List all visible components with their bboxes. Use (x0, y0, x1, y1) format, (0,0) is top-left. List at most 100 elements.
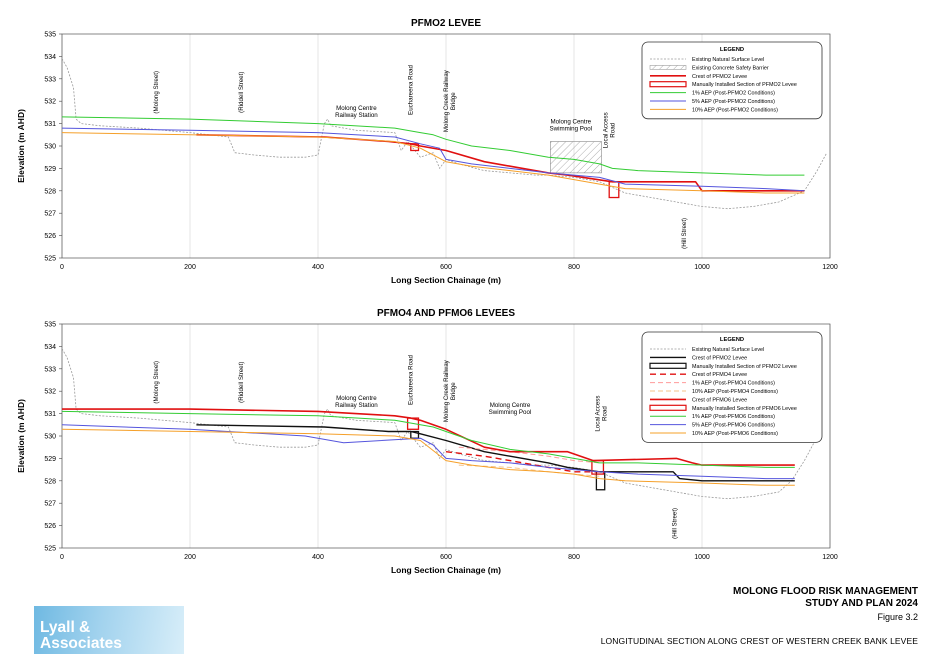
y-tick-label: 534 (44, 54, 56, 61)
report-title-line1: MOLONG FLOOD RISK MANAGEMENT (733, 586, 918, 597)
annotation-line: Molong Centre (490, 402, 531, 409)
legend-label: Manually Installed Section of PFMO2 Leve… (692, 364, 797, 370)
logo-text-line2: Associates (40, 635, 122, 652)
annotation-label: Local AccessRoad (602, 112, 616, 148)
y-tick-label: 528 (44, 478, 56, 485)
plot-frame (61, 33, 831, 259)
x-tick-label: 0 (60, 554, 64, 561)
series-existing-concrete-safety-barrier (550, 141, 602, 174)
legend-label: 10% AEP (Post-PFMO2 Conditions) (692, 107, 778, 113)
series-manually-installed-section-of-pfmo6-levee (591, 459, 605, 475)
annotation-label: Local AccessRoad (595, 396, 609, 432)
legend-label: Crest of PFMO6 Levee (692, 397, 747, 403)
y-tick-label: 531 (44, 121, 56, 128)
legend-label: 1% AEP (Post-PFMO6 Conditions) (692, 414, 775, 420)
annotation-label: Euchareena Road (408, 65, 415, 115)
x-tick-label: 600 (440, 264, 452, 271)
x-tick-label: 0 (60, 264, 64, 271)
y-tick-label: 533 (44, 76, 56, 83)
x-tick-label: 1000 (694, 554, 710, 561)
series-manually-installed-section-of-pfmo6-levee (406, 417, 420, 430)
report-title-block: MOLONG FLOOD RISK MANAGEMENT STUDY AND P… (733, 586, 918, 622)
x-tick-label: 400 (312, 554, 324, 561)
series-manually-installed-section-of-pfmo2-levee (608, 181, 620, 199)
annotation-line: Road (609, 122, 616, 137)
annotation-label: (Molong Street) (153, 361, 160, 404)
annotation-line: Molong Creek Railway (443, 359, 450, 422)
annotation-label: Molong Creek RailwayBridge (443, 359, 457, 422)
series-5-aep-post-pfmo6-conditions (61, 424, 795, 480)
y-tick-label: 530 (44, 144, 56, 151)
legend-label: Manually Installed Section of PFMO2 Leve… (692, 82, 797, 88)
annotation-label: Molong Centre Swimming Pool (549, 119, 592, 133)
figure-number: Figure 3.2 (877, 612, 918, 622)
y-tick-label: 535 (44, 32, 56, 39)
legend-label: 10% AEP (Post-PFMO4 Conditions) (692, 389, 778, 395)
y-tick-label: 533 (44, 366, 56, 373)
x-tick-label: 800 (568, 554, 580, 561)
annotation-line: Swimming Pool (489, 409, 532, 416)
legend-label: Existing Concrete Safety Barrier (692, 65, 769, 71)
series-1-aep-post-pfmo2-conditions (61, 116, 805, 176)
chart-title: PFMO2 LEVEE (411, 18, 481, 29)
x-tick-label: 1000 (694, 264, 710, 271)
y-tick-label: 534 (44, 344, 56, 351)
logo-text-line1: Lyall & (40, 619, 91, 636)
y-tick-label: 526 (44, 523, 56, 530)
annotation-line: Swimming Pool (549, 126, 592, 133)
legend-swatch (649, 362, 687, 369)
annotation-line: Molong Centre (336, 105, 377, 112)
annotation-line: Bridge (450, 92, 457, 110)
y-tick-label: 531 (44, 411, 56, 418)
legend-swatch (649, 404, 687, 411)
series-existing-natural-surface-level (61, 348, 815, 500)
x-axis-label: Long Section Chainage (m) (391, 275, 501, 285)
legend-title: LEGEND (720, 47, 744, 53)
y-tick-label: 526 (44, 233, 56, 240)
x-tick-label: 800 (568, 264, 580, 271)
y-tick-label: 535 (44, 322, 56, 329)
company-logo: Lyall & Associates (34, 606, 184, 654)
y-tick-label: 529 (44, 166, 56, 173)
series-crest-of-pfmo2-levee (196, 424, 795, 482)
y-tick-label: 525 (44, 546, 56, 553)
x-tick-label: 400 (312, 264, 324, 271)
annotation-label: (Molong Street) (153, 71, 160, 114)
legend-swatch (649, 81, 687, 88)
x-tick-label: 200 (184, 264, 196, 271)
annotation-line: Railway Station (335, 402, 378, 409)
annotation-line: (Hill Street) (681, 218, 688, 249)
legend-label: Manually Installed Section of PFMO6 Leve… (692, 406, 797, 412)
annotation-label: (Hill Street) (681, 218, 688, 249)
figure-caption: LONGITUDINAL SECTION ALONG CREST OF WEST… (600, 636, 918, 646)
annotation-label: (Riddell Street) (238, 362, 245, 403)
annotation-line: Molong Centre (551, 119, 592, 126)
legend-label: 1% AEP (Post-PFMO2 Conditions) (692, 91, 775, 97)
series-10-aep-post-pfmo6-conditions (61, 428, 795, 486)
legend-label: 5% AEP (Post-PFMO6 Conditions) (692, 423, 775, 429)
legend-swatch (649, 65, 687, 70)
y-tick-label: 532 (44, 389, 56, 396)
annotation-line: (Molong Street) (153, 71, 160, 114)
y-tick-label: 532 (44, 99, 56, 106)
series-1-aep-post-pfmo4-conditions (458, 446, 600, 464)
legend-box (641, 331, 823, 443)
annotation-line: Local Access (595, 396, 602, 432)
legend-label: 10% AEP (Post-PFMO6 Conditions) (692, 431, 778, 437)
y-tick-label: 530 (44, 434, 56, 441)
y-tick-label: 527 (44, 211, 56, 218)
x-tick-label: 200 (184, 554, 196, 561)
legend-label: Crest of PFMO2 Levee (692, 74, 747, 80)
report-title-line2: STUDY AND PLAN 2024 (805, 598, 918, 609)
annotation-line: (Hill Street) (671, 508, 678, 539)
annotation-line: Local Access (602, 112, 609, 148)
series-existing-natural-surface-level (61, 58, 828, 210)
annotation-label: Molong Centre Railway Station (335, 105, 378, 119)
series-crest-of-pfmo4-levee (445, 451, 600, 473)
annotation-label: Molong Centre Swimming Pool (489, 402, 532, 416)
legend-title: LEGEND (720, 337, 744, 343)
annotation-line: (Molong Street) (153, 361, 160, 404)
annotation-label: Molong Centre Railway Station (335, 395, 378, 409)
chart-title: PFMO4 AND PFMO6 LEVEES (377, 308, 515, 319)
legend-label: Existing Natural Surface Level (692, 57, 764, 63)
